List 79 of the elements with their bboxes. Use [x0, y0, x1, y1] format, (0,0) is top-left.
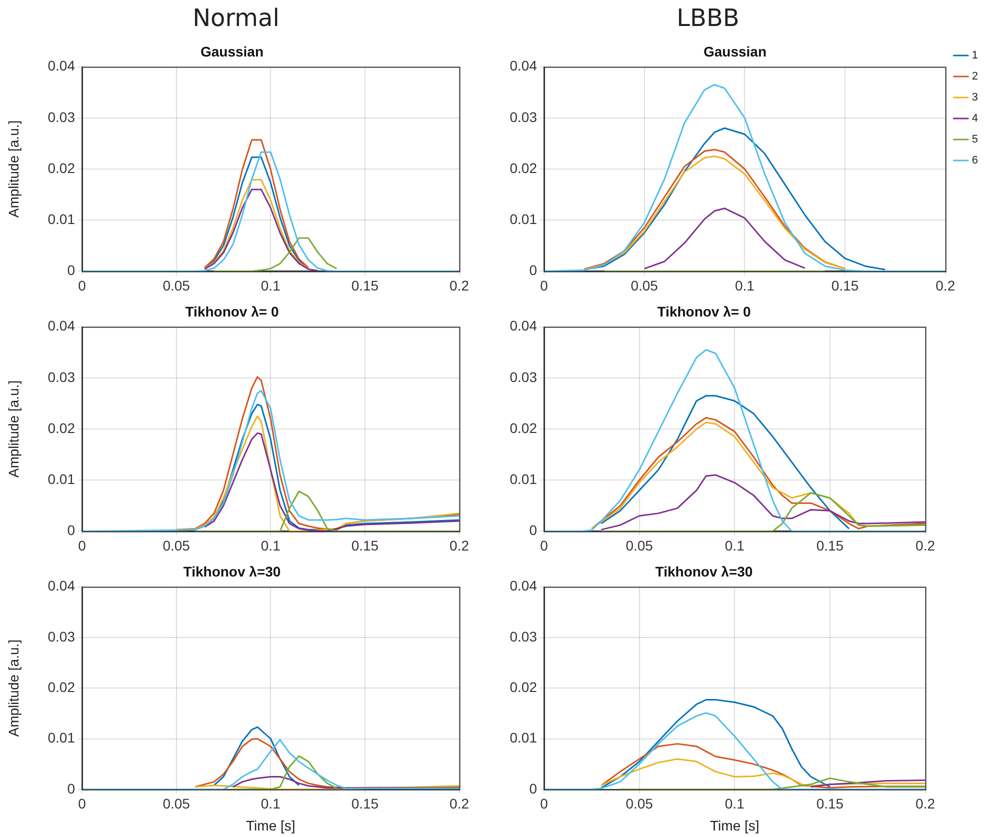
y-tick-label: 0.01	[48, 730, 76, 746]
y-tick-label: 0.02	[48, 678, 76, 695]
x-tick-label: 0.05	[626, 537, 654, 554]
x-tick-label: 0.15	[816, 537, 844, 554]
chart-title: Gaussian	[200, 43, 264, 60]
x-tick-label: 0.1	[734, 277, 755, 294]
y-tick-label: 0.01	[48, 470, 76, 487]
y-tick-label: 0.01	[510, 210, 538, 227]
y-tick-label: 0	[67, 262, 76, 278]
text: LBBB	[676, 4, 740, 32]
y-tick-label: 0.04	[510, 318, 538, 334]
x-tick-label: 0.15	[831, 277, 859, 294]
x-axis-title: Time [s]	[246, 817, 296, 834]
chart-title: Tikhonov λ=30	[183, 563, 281, 580]
x-tick-label: 0.1	[724, 537, 745, 554]
x-tick-label: 0	[78, 277, 86, 294]
x-tick-label: 0.15	[816, 796, 844, 812]
x-tick-label: 0.2	[916, 796, 936, 812]
x-tick-label: 0.05	[162, 796, 190, 812]
legend-label: 4	[972, 112, 978, 125]
x-tick-label: 0.2	[450, 277, 470, 294]
chart-title: Gaussian	[703, 43, 767, 60]
y-tick-label: 0.03	[48, 108, 76, 125]
y-tick-label: 0.03	[510, 108, 538, 125]
x-tick-label: 0	[540, 277, 548, 294]
x-tick-label: 0.15	[351, 277, 379, 294]
y-tick-label: 0	[67, 780, 76, 796]
y-tick-label: 0.02	[510, 160, 538, 176]
x-tick-label: 0.1	[260, 537, 281, 554]
y-tick-label: 0.04	[48, 58, 76, 74]
y-tick-label: 0.02	[510, 420, 538, 436]
text: Normal	[192, 4, 280, 32]
legend-label: 1	[972, 50, 978, 62]
y-tick-label: 0.03	[510, 628, 538, 644]
y-tick-label: 0	[529, 262, 538, 278]
y-tick-label: 0.02	[510, 678, 538, 695]
y-tick-label: 0.03	[48, 628, 76, 644]
legend-label: 3	[972, 92, 978, 104]
x-tick-label: 0.2	[450, 537, 470, 554]
y-tick-label: 0.01	[510, 470, 538, 487]
x-tick-label: 0.05	[162, 277, 190, 294]
x-tick-label: 0	[78, 796, 86, 812]
y-tick-label: 0.03	[48, 368, 76, 385]
y-axis-title: Amplitude [a.u.]	[5, 120, 22, 218]
x-tick-label: 0.2	[936, 277, 956, 294]
x-tick-label: 0	[540, 796, 548, 812]
x-tick-label: 0.05	[630, 277, 658, 294]
x-tick-label: 0.2	[450, 796, 470, 812]
y-axis-title: Amplitude [a.u.]	[5, 639, 22, 737]
chart-title: Tikhonov λ=30	[655, 563, 753, 580]
y-tick-label: 0.04	[48, 318, 76, 334]
y-tick-label: 0.03	[510, 368, 538, 385]
chart-title: Tikhonov λ= 0	[657, 303, 751, 320]
y-tick-label: 0.04	[510, 58, 538, 74]
x-tick-label: 0.1	[260, 796, 281, 812]
y-tick-label: 0.01	[48, 210, 76, 227]
legend-label: 6	[972, 154, 978, 167]
x-tick-label: 0	[78, 537, 86, 554]
y-tick-label: 0	[529, 780, 538, 796]
chart-title: Tikhonov λ= 0	[185, 303, 279, 320]
y-tick-label: 0	[529, 522, 538, 538]
y-tick-label: 0	[67, 522, 76, 538]
x-axis-title: Time [s]	[710, 817, 760, 834]
y-tick-label: 0.04	[510, 578, 538, 594]
x-tick-label: 0.1	[260, 277, 281, 294]
y-axis-title: Amplitude [a.u.]	[5, 380, 22, 478]
legend-label: 2	[972, 70, 978, 83]
x-tick-label: 0.15	[351, 796, 379, 812]
y-tick-label: 0.04	[48, 578, 76, 594]
legend-label: 5	[972, 134, 978, 146]
x-tick-label: 0.05	[626, 796, 654, 812]
y-tick-label: 0.02	[48, 420, 76, 436]
x-tick-label: 0.15	[351, 537, 379, 554]
y-tick-label: 0.02	[48, 160, 76, 176]
y-tick-label: 0.01	[510, 730, 538, 746]
x-tick-label: 0	[540, 537, 548, 554]
x-tick-label: 0.1	[724, 796, 745, 812]
x-tick-label: 0.05	[162, 537, 190, 554]
x-tick-label: 0.2	[916, 537, 936, 554]
